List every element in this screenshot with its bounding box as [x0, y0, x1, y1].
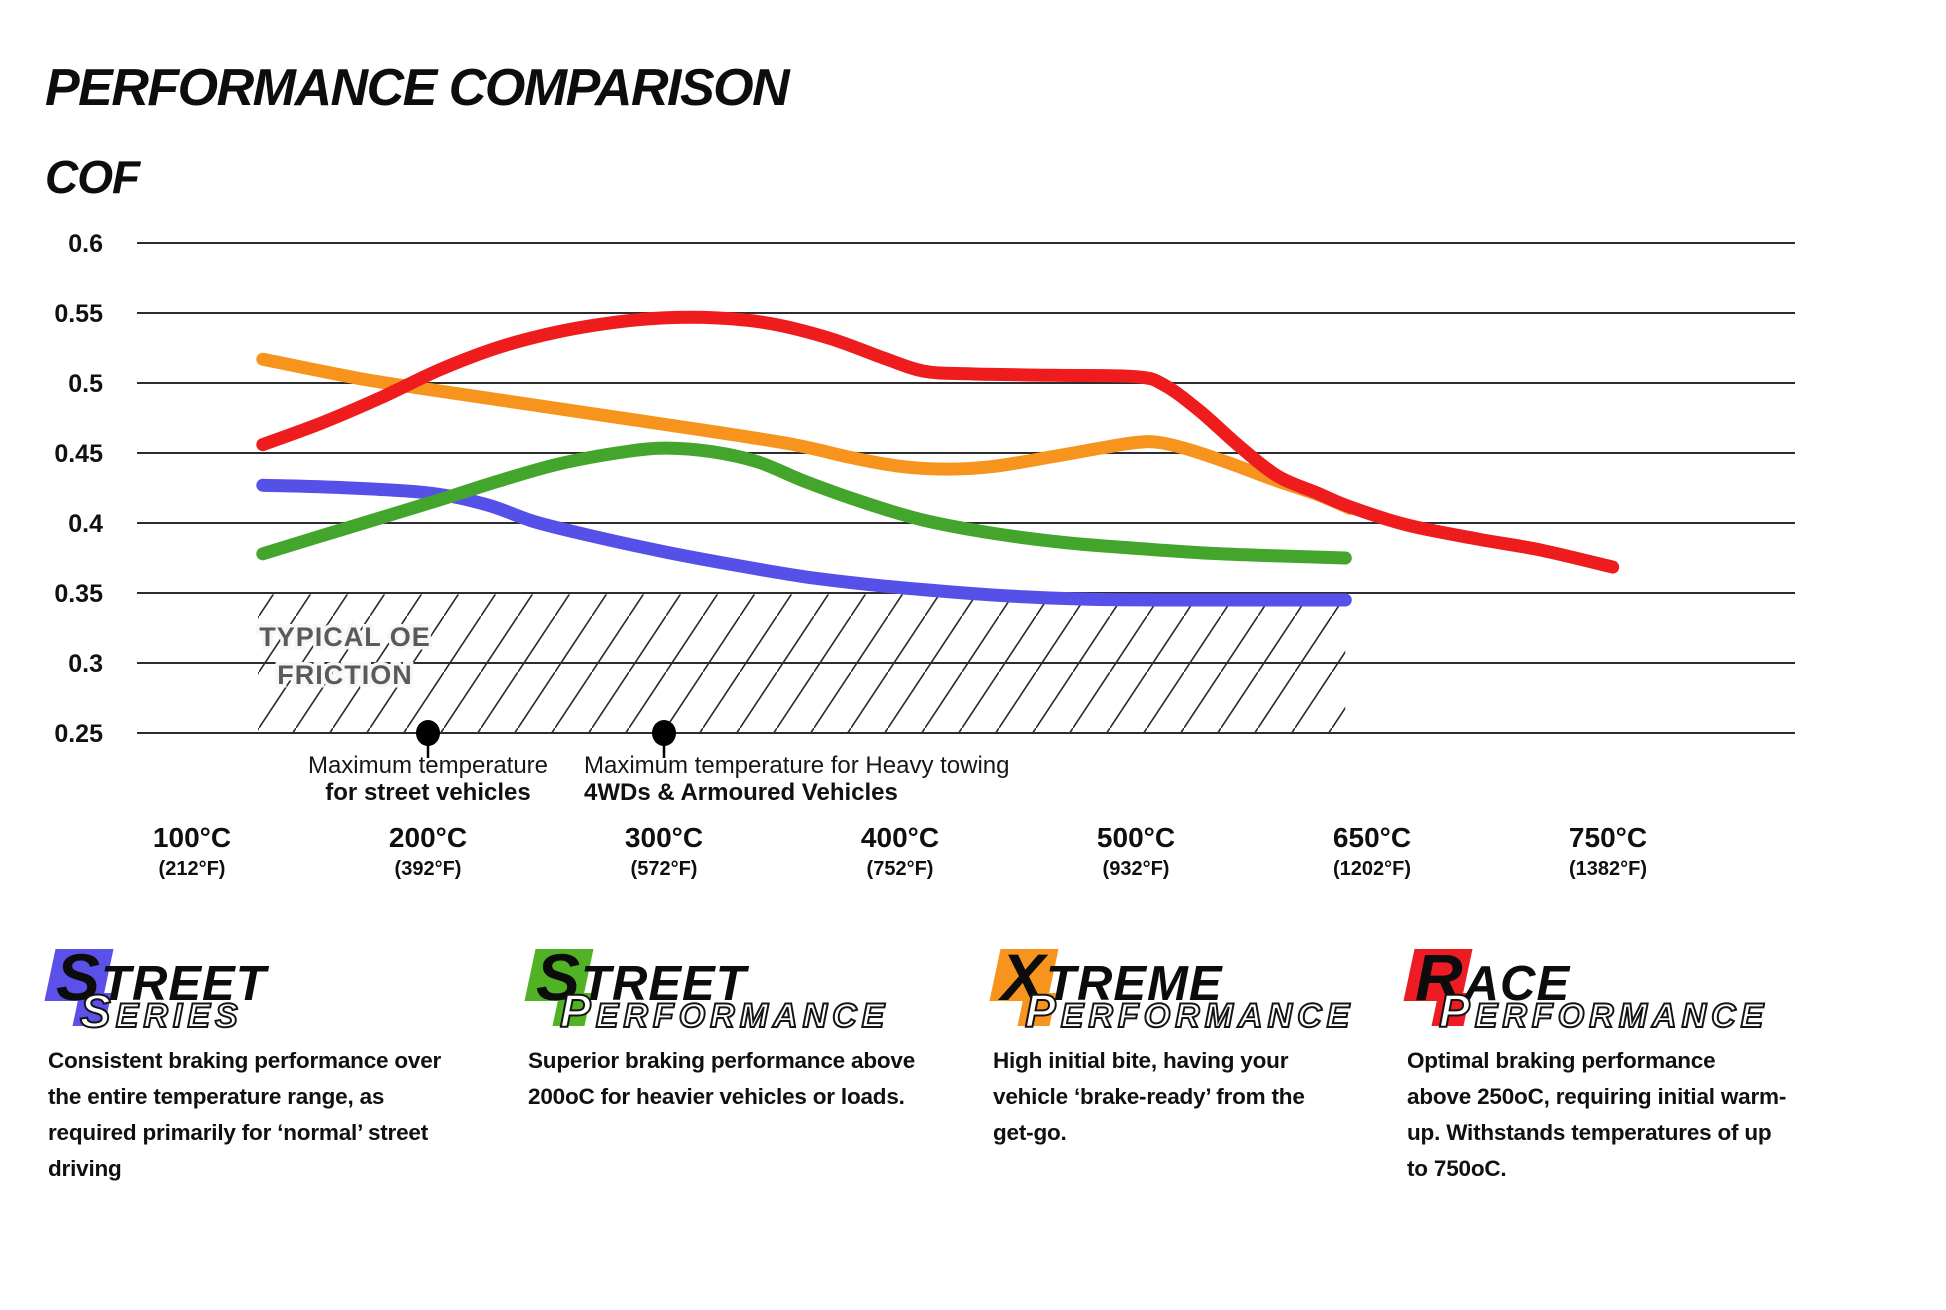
- y-tick-label: 0.35: [54, 580, 103, 608]
- x-tick-fahrenheit: (392°F): [395, 858, 462, 880]
- brand-word2: P ERFORMANCE: [1024, 985, 1355, 1038]
- brand-word1: X TREME: [1001, 940, 1223, 1016]
- street-series-logo: S TREET S ERIES: [44, 940, 518, 1039]
- brand-description: Optimal braking performance above 250oC,…: [1407, 1048, 1787, 1181]
- brand-word2-rest: ERFORMANCE: [1060, 996, 1355, 1036]
- x-tick-fahrenheit: (212°F): [159, 858, 226, 880]
- brand-race-performance: R ACE P ERFORMANCE Optimal braking perform…: [1403, 940, 1877, 1245]
- brand-word2-initial: P: [1438, 985, 1475, 1037]
- x-tick-celsius: 750°C: [1569, 822, 1647, 853]
- brand-word1-initial: R: [1415, 940, 1464, 1014]
- y-tick-label: 0.3: [68, 650, 103, 678]
- brand-description: Superior braking performance above 200oC…: [528, 1048, 916, 1109]
- typical-oe-friction-band: [258, 594, 1346, 733]
- annotation-text-line2: 4WDs & Armoured Vehicles: [584, 779, 898, 806]
- brand-street-series: S TREET S ERIES Consistent braking perform…: [44, 940, 518, 1245]
- curve-street-performance: [256, 441, 1352, 565]
- street-performance-logo: S TREET P ERFORMANCE: [524, 940, 998, 1039]
- x-tick-fahrenheit: (1382°F): [1569, 858, 1647, 880]
- brand-legend: S TREET S ERIES Consistent braking perform…: [0, 940, 1946, 1275]
- y-axis-title: COF: [45, 151, 140, 203]
- page-title: PERFORMANCE COMPARISON: [45, 59, 790, 117]
- brand-word2: S ERIES: [79, 985, 243, 1038]
- y-tick-label: 0.5: [68, 370, 103, 398]
- cof-line-chart: 0.6 0.55 0.5 0.45 0.4 0.35 0.3 0.25 TYPICAL OE FR…: [54, 230, 1795, 880]
- brand-word1-initial: X: [1001, 940, 1047, 1014]
- brand-xtreme-performance: X TREME P ERFORMANCE High initial bite, ha…: [989, 940, 1463, 1245]
- x-tick-fahrenheit: (572°F): [631, 858, 698, 880]
- annotation-dot-2: [652, 720, 676, 746]
- oe-band-label: TYPICAL OE: [259, 622, 431, 652]
- brand-word1-rest: TREET: [581, 957, 747, 1011]
- x-tick-celsius: 100°C: [153, 822, 231, 853]
- annotation-dot-1: [416, 720, 440, 746]
- brand-word1-rest: TREET: [101, 957, 267, 1011]
- xtreme-performance-logo: X TREME P ERFORMANCE: [989, 940, 1463, 1039]
- brand-word2: P ERFORMANCE: [1438, 985, 1769, 1038]
- x-tick-celsius: 500°C: [1097, 822, 1175, 853]
- curve-race-performance: [256, 310, 1620, 574]
- brand-description: Consistent braking performance over the …: [48, 1048, 442, 1181]
- annotation-text-line1: Maximum temperature: [308, 752, 548, 779]
- y-tick-label: 0.45: [54, 440, 103, 468]
- x-tick-celsius: 400°C: [861, 822, 939, 853]
- y-tick-label: 0.55: [54, 300, 103, 328]
- race-performance-logo: R ACE P ERFORMANCE: [1403, 940, 1877, 1039]
- brand-word1-rest: TREME: [1046, 957, 1223, 1011]
- x-tick-celsius: 650°C: [1333, 822, 1411, 853]
- brand-word2: P ERFORMANCE: [559, 985, 890, 1038]
- brand-word2-rest: ERFORMANCE: [1474, 996, 1769, 1036]
- x-tick-celsius: 200°C: [389, 822, 467, 853]
- y-tick-label: 0.25: [54, 720, 103, 748]
- brand-word1: R ACE: [1415, 940, 1571, 1016]
- brand-word1-rest: ACE: [1463, 957, 1571, 1011]
- brand-word1: S TREET: [56, 940, 267, 1016]
- y-tick-label: 0.6: [68, 230, 103, 258]
- brand-word2-initial: P: [1024, 985, 1061, 1037]
- oe-band-label: FRICTION: [277, 660, 413, 690]
- y-tick-label: 0.4: [68, 510, 103, 538]
- brand-word2-rest: ERIES: [115, 996, 243, 1036]
- brand-word2-rest: ERFORMANCE: [595, 996, 890, 1036]
- curve-xtreme-performance: [256, 352, 1357, 515]
- brand-word2-initial: P: [559, 985, 596, 1037]
- x-tick-fahrenheit: (932°F): [1103, 858, 1170, 880]
- x-tick-fahrenheit: (1202°F): [1333, 858, 1411, 880]
- brand-street-performance: S TREET P ERFORMANCE Superior braking perf…: [524, 940, 998, 1245]
- x-tick-celsius: 300°C: [625, 822, 703, 853]
- annotation-text-line1: Maximum temperature for Heavy towing: [584, 752, 1009, 779]
- brand-word1: S TREET: [536, 940, 747, 1016]
- brand-word1-initial: S: [56, 940, 102, 1014]
- x-tick-fahrenheit: (752°F): [867, 858, 934, 880]
- brand-description: High initial bite, having your vehicle ‘…: [993, 1048, 1305, 1145]
- brand-word2-initial: S: [79, 985, 116, 1037]
- brand-word1-initial: S: [536, 940, 582, 1014]
- annotation-text-line2: for street vehicles: [325, 779, 530, 806]
